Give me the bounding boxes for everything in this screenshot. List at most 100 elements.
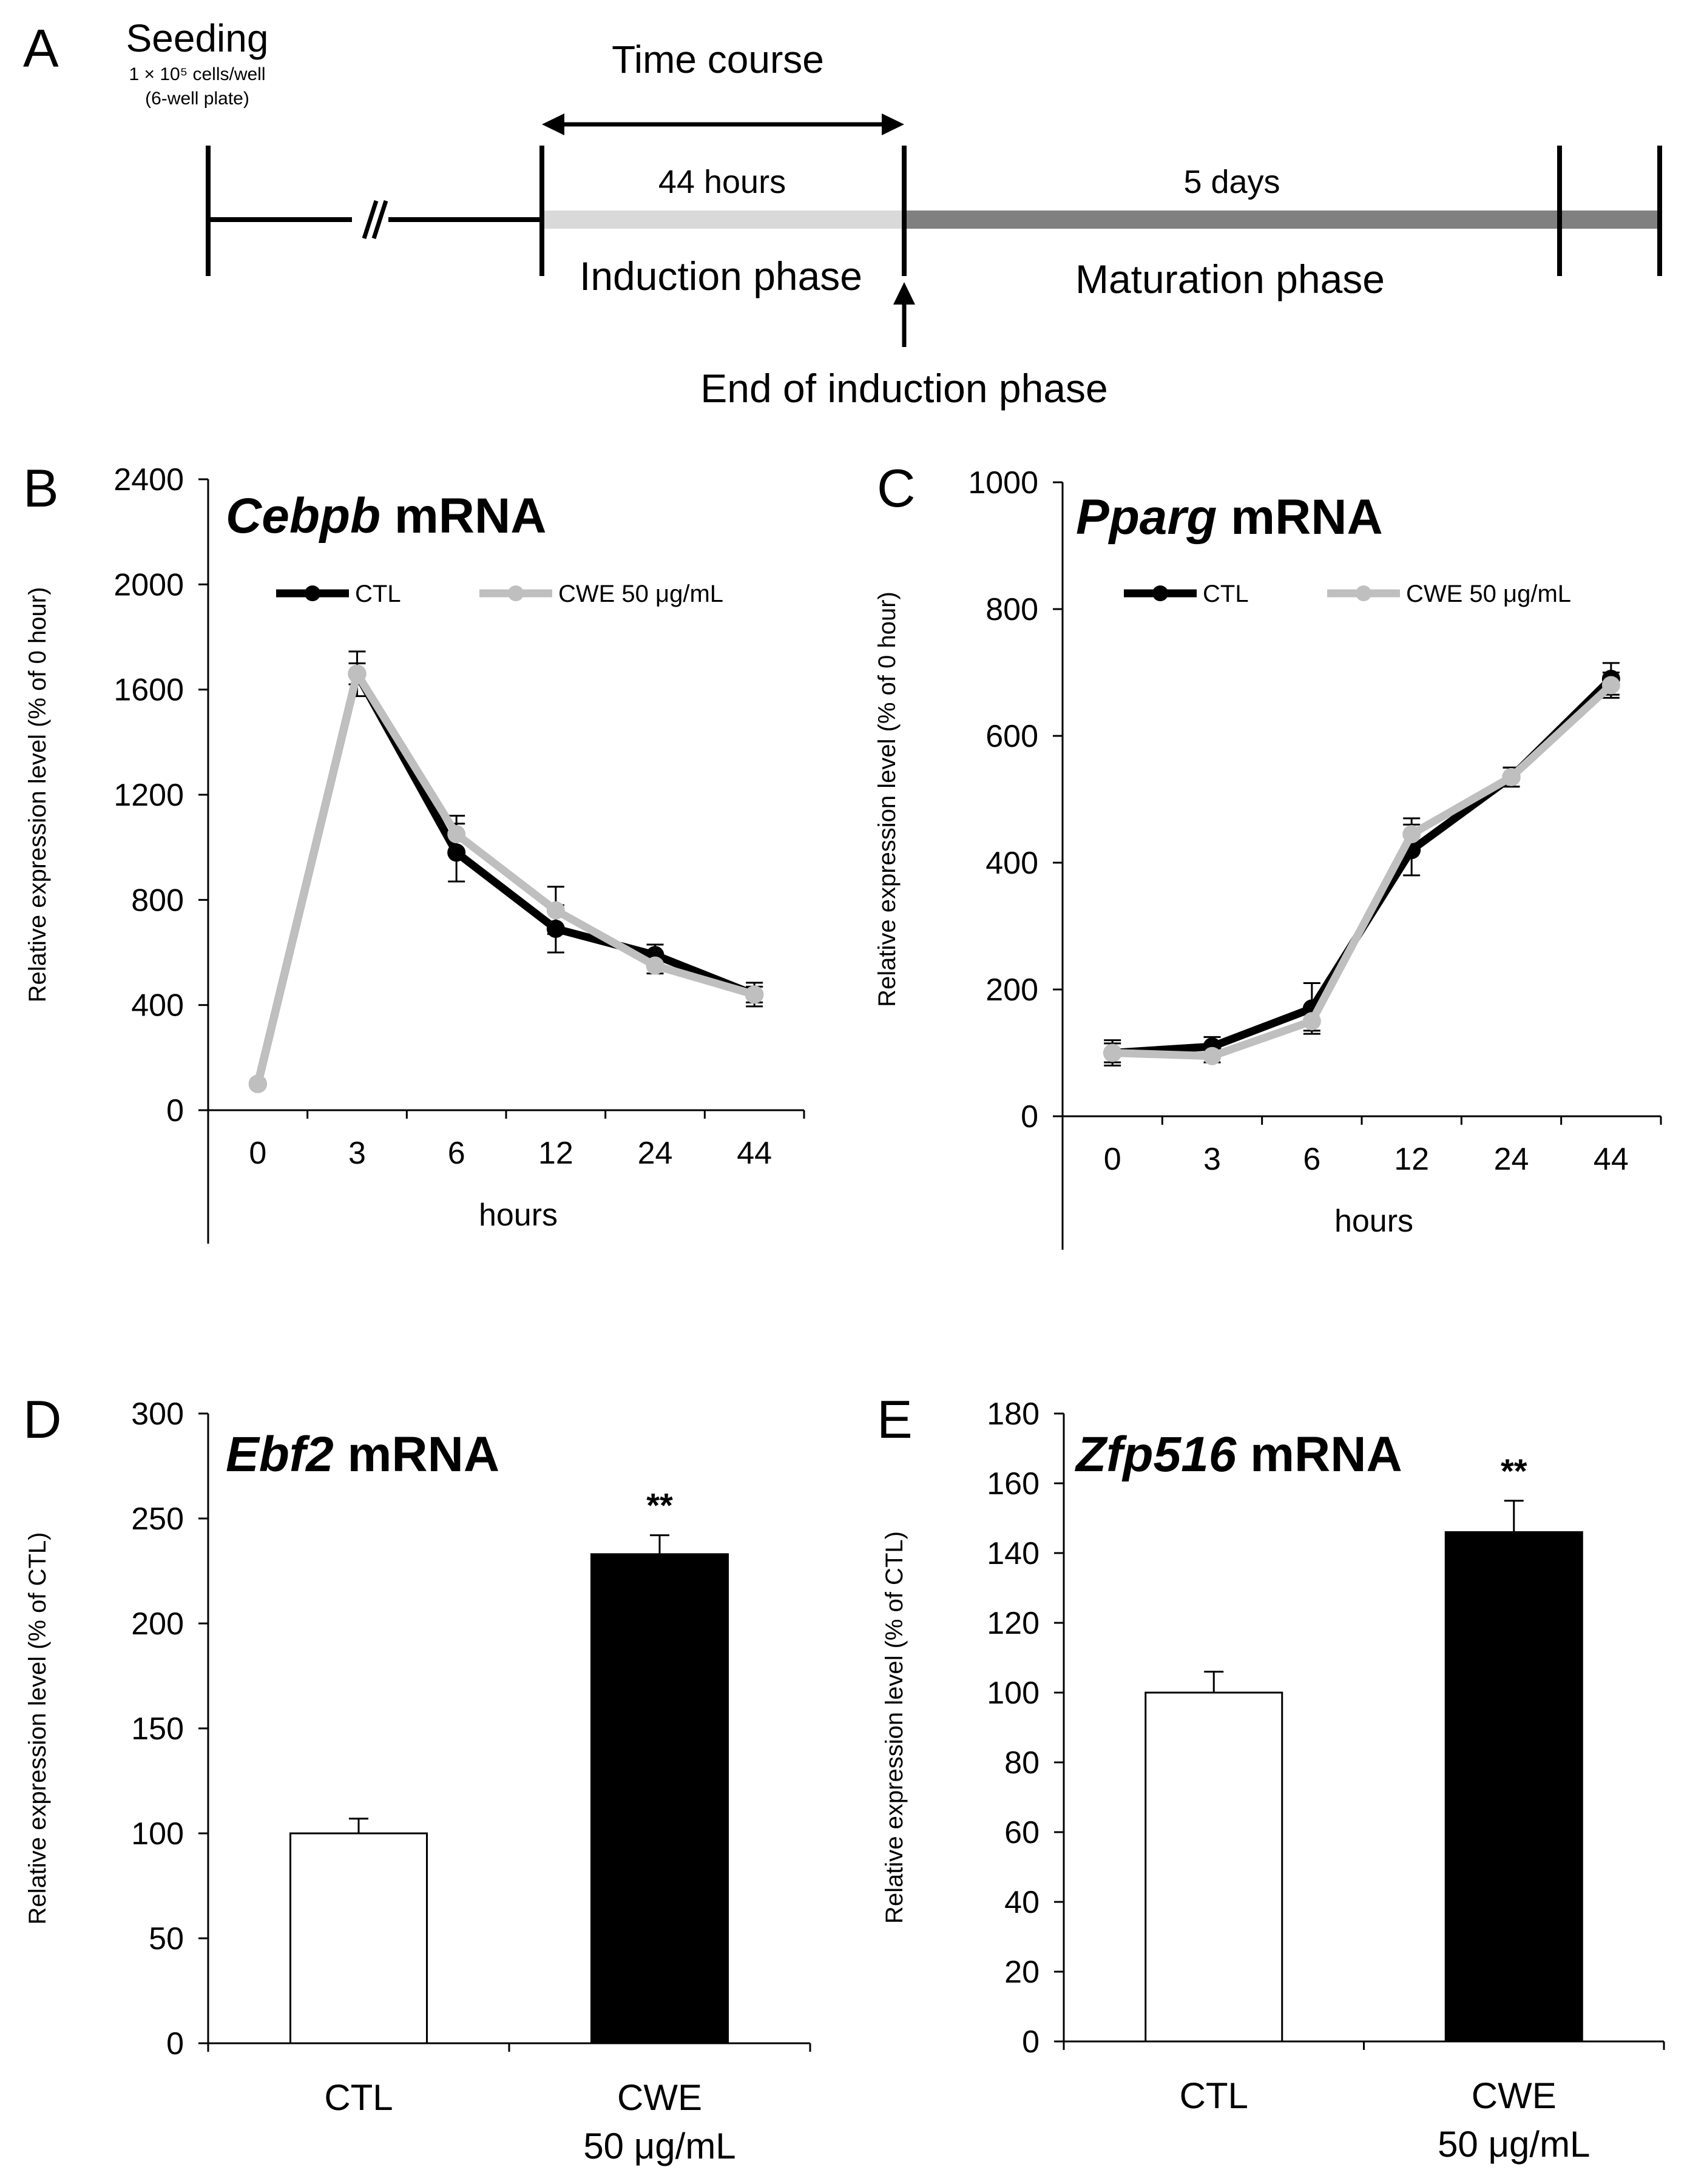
end-induction-arrowhead xyxy=(893,282,915,305)
y-tick-label: 40 xyxy=(1004,1885,1040,1920)
seeding-density: 1 × 10⁵ cells/well xyxy=(129,64,265,84)
series-ctl xyxy=(1103,662,1620,1067)
chart-d-ebf2: D 0 50 100 150 200 250 300 Relative expression l… xyxy=(23,1389,811,2166)
x-tick-label: 12 xyxy=(538,1136,573,1171)
bar xyxy=(590,1553,729,2044)
data-point xyxy=(546,901,565,920)
y-tick-label: 1000 xyxy=(968,465,1038,500)
end-induction-label: End of induction phase xyxy=(700,366,1108,411)
x-tick-label: 24 xyxy=(638,1136,673,1171)
time-course-arrowhead-left xyxy=(542,113,564,135)
y-axis-label: Relative expression level (% of 0 hour) xyxy=(874,592,901,1007)
y-axis-label: Relative expression level (% of CTL) xyxy=(24,1532,51,1925)
panel-a-label: A xyxy=(23,18,59,78)
chart-title: Cebpb mRNA xyxy=(226,488,546,544)
y-tick-label: 1200 xyxy=(113,778,184,813)
legend-label: CWE 50 μg/mL xyxy=(558,581,723,607)
legend-swatch-marker xyxy=(305,585,320,601)
bar xyxy=(1144,1691,1283,2043)
maturation-phase-label: Maturation phase xyxy=(1075,257,1385,302)
y-tick-label: 400 xyxy=(985,846,1038,881)
y-tick-label: 0 xyxy=(166,2026,184,2061)
title-suffix: mRNA xyxy=(1217,490,1382,545)
gene-name: Cebpb xyxy=(226,488,380,544)
y-tick-label: 50 xyxy=(149,1921,184,1956)
y-tick-label: 140 xyxy=(987,1536,1040,1571)
chart-b-cebpb: B 0 400 800 1200 1600 2000 2400 Relative express… xyxy=(23,458,805,1244)
x-tick-label: 0 xyxy=(1104,1142,1121,1177)
title-suffix: mRNA xyxy=(334,1427,499,1482)
x-category-label: CWE xyxy=(617,2077,702,2118)
x-category-label: CTL xyxy=(324,2077,393,2118)
title-suffix: mRNA xyxy=(1236,1427,1402,1482)
data-point xyxy=(1302,1012,1321,1031)
chart-title: Ebf2 mRNA xyxy=(226,1427,499,1482)
y-tick-label: 20 xyxy=(1004,1955,1040,1990)
data-point xyxy=(1502,767,1521,786)
x-tick-label: 44 xyxy=(737,1136,772,1171)
seeding-title: Seeding xyxy=(126,16,269,60)
panel-label: B xyxy=(23,458,59,518)
data-point xyxy=(248,1074,267,1093)
time-course-arrowhead-right xyxy=(882,113,904,135)
chart-title: Zfp516 mRNA xyxy=(1075,1427,1402,1482)
x-axis-label: hours xyxy=(1334,1204,1413,1239)
x-tick-label: 3 xyxy=(1203,1142,1221,1177)
gene-name: Ebf2 xyxy=(226,1427,334,1482)
x-tick-label: 44 xyxy=(1594,1142,1629,1177)
induction-phase-bar xyxy=(542,211,904,229)
data-point xyxy=(745,985,764,1004)
x-tick-label: 6 xyxy=(1303,1142,1320,1177)
y-tick-label: 120 xyxy=(987,1606,1040,1641)
y-tick-label: 2400 xyxy=(113,462,184,497)
series-line xyxy=(1108,675,1615,1057)
data-point xyxy=(646,956,664,975)
y-tick-label: 200 xyxy=(131,1606,184,1642)
y-tick-label: 150 xyxy=(131,1711,184,1747)
legend-label: CTL xyxy=(355,581,401,607)
x-category-sublabel: 50 μg/mL xyxy=(583,2126,735,2166)
y-tick-label: 250 xyxy=(131,1502,184,1537)
gene-name: Pparg xyxy=(1076,490,1217,545)
y-tick-label: 1600 xyxy=(113,673,184,708)
y-tick-label: 200 xyxy=(985,972,1038,1008)
x-tick-label: 12 xyxy=(1394,1142,1429,1177)
y-tick-label: 180 xyxy=(987,1397,1040,1432)
x-tick-label: 6 xyxy=(448,1136,465,1171)
data-point xyxy=(1103,1043,1122,1062)
x-category-sublabel: 50 μg/mL xyxy=(1438,2124,1590,2165)
y-tick-label: 400 xyxy=(131,988,184,1023)
x-tick-label: 0 xyxy=(249,1136,266,1171)
legend-swatch-marker xyxy=(1152,585,1168,601)
x-category-label: CWE xyxy=(1472,2075,1557,2116)
bar xyxy=(289,1832,428,2044)
legend-swatch-marker xyxy=(508,585,524,601)
panel-label: E xyxy=(877,1389,913,1449)
seeding-plate: (6-well plate) xyxy=(145,89,249,109)
data-point xyxy=(1203,1046,1222,1065)
title-suffix: mRNA xyxy=(380,488,546,544)
y-tick-label: 100 xyxy=(987,1676,1040,1711)
panel-label: C xyxy=(877,458,916,518)
data-point xyxy=(447,825,466,843)
data-point xyxy=(348,664,367,683)
chart-e-zfp516: E 0 20 40 60 80 100 120 140 160 180 Relative expres… xyxy=(877,1389,1665,2165)
y-axis-label: Relative expression level (% of 0 hour) xyxy=(24,587,51,1003)
induction-phase-label: Induction phase xyxy=(580,254,862,298)
chart-c-pparg: C 0 200 400 600 800 1000 Relative expression le… xyxy=(874,458,1662,1250)
y-tick-label: 0 xyxy=(1022,2024,1040,2060)
y-tick-label: 800 xyxy=(131,883,184,918)
data-point xyxy=(1402,824,1421,843)
y-tick-label: 160 xyxy=(987,1466,1040,1502)
x-category-label: CTL xyxy=(1180,2075,1248,2116)
legend-label: CTL xyxy=(1203,581,1249,607)
legend-label: CWE 50 μg/mL xyxy=(1406,581,1571,607)
maturation-phase-bar xyxy=(904,211,1660,229)
maturation-duration: 5 days xyxy=(1183,164,1280,200)
panel-a-timeline: A Seeding 1 × 10⁵ cells/well (6-well pla… xyxy=(23,16,1662,411)
y-axis-label: Relative expression level (% of CTL) xyxy=(881,1531,908,1924)
axis-break-icon xyxy=(352,197,388,242)
y-tick-label: 2000 xyxy=(113,567,184,602)
series-line xyxy=(1108,681,1615,1060)
